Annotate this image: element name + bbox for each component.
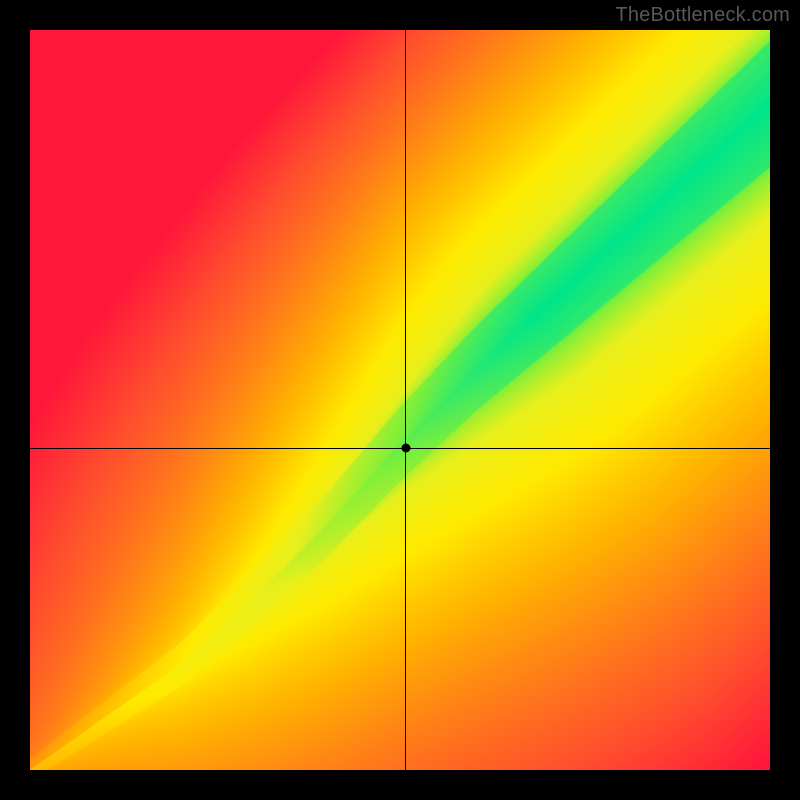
plot-area [30, 30, 770, 770]
marker-dot [401, 444, 410, 453]
chart-container: TheBottleneck.com [0, 0, 800, 800]
watermark-text: TheBottleneck.com [615, 4, 790, 27]
crosshair-vertical [405, 30, 406, 770]
crosshair-horizontal [30, 448, 770, 449]
heatmap-canvas [30, 30, 770, 770]
